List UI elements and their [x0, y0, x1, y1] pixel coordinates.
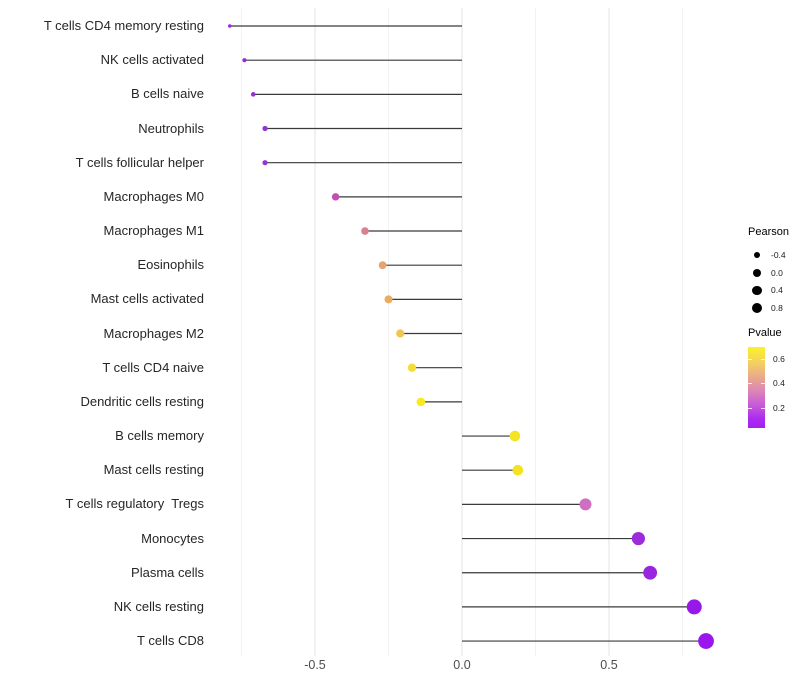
legend-pvalue-color: Pvalue 0.6 0.4 0.2 [748, 327, 785, 428]
y-axis-label: B cells naive [131, 86, 204, 102]
colorbar-tick-mark [748, 408, 752, 409]
colorbar-tick-mark [761, 383, 765, 384]
y-axis-label: Mast cells activated [90, 291, 204, 307]
y-axis-label: Dendritic cells resting [80, 393, 204, 409]
y-axis-label: NK cells resting [113, 598, 204, 614]
legend-pvalue-title: Pvalue [748, 327, 782, 339]
data-point-dot [242, 58, 247, 63]
legend-pearson-entry-label: -0.4 [771, 249, 786, 260]
pvalue-colorbar: 0.6 0.4 0.2 [748, 347, 785, 428]
legend-size-dot-icon [751, 302, 763, 314]
y-axis-label: T cells regulatory Tregs [65, 496, 204, 512]
pvalue-colorbar-wrap: 0.6 0.4 0.2 [748, 347, 785, 428]
data-point-dot [698, 633, 714, 649]
data-point-dot [512, 464, 524, 476]
x-axis-tick-label: -0.5 [304, 658, 326, 672]
y-axis-label: Neutrophils [138, 120, 204, 136]
data-point-dot [407, 363, 417, 372]
data-point-dot [262, 125, 268, 132]
legend-pearson-entry: 0.0 [748, 264, 789, 282]
legend-size-dot-icon [752, 285, 762, 295]
legend-pearson-entry: 0.4 [748, 281, 789, 299]
colorbar-tick-mark [761, 408, 765, 409]
y-axis-label: B cells memory [115, 428, 204, 444]
data-point-dot [686, 599, 702, 615]
y-axis-label: T cells follicular helper [75, 154, 204, 170]
data-point-dot [579, 498, 592, 511]
data-point-dot [416, 397, 426, 407]
data-point-dot [250, 92, 256, 97]
data-point-dot [378, 261, 387, 270]
y-axis-label: Macrophages M2 [103, 325, 204, 341]
data-point-dot [331, 193, 340, 201]
legend-pearson-size: Pearson -0.4 0.0 0.4 0.8 [748, 226, 789, 317]
legend-pearson-title: Pearson [748, 226, 789, 238]
y-axis-label: Mast cells resting [103, 462, 204, 478]
x-axis-tick-label: 0.5 [600, 658, 618, 672]
y-axis-label: T cells CD4 memory resting [43, 18, 204, 33]
legend-pearson-entry: -0.4 [748, 246, 789, 264]
colorbar-tick-label: 0.4 [773, 378, 785, 388]
y-axis-label: Plasma cells [131, 564, 204, 580]
legend-size-dot-icon [753, 251, 761, 259]
data-point-dot [384, 295, 393, 304]
legend-pearson-entries: -0.4 0.0 0.4 0.8 [748, 246, 789, 317]
data-point-dot [262, 160, 268, 166]
legend-pearson-entry-label: 0.8 [771, 302, 783, 313]
legend-size-dot-icon [753, 268, 761, 277]
data-point-dot [509, 430, 521, 442]
y-axis-label: Macrophages M0 [103, 188, 204, 204]
legend-pearson-entry-label: 0.4 [771, 285, 783, 296]
x-axis-tick-label: 0.0 [453, 658, 471, 672]
colorbar-tick-mark [748, 359, 752, 360]
legend-pearson-entry: 0.8 [748, 299, 789, 317]
data-point-dot [631, 531, 646, 546]
y-axis-label: Macrophages M1 [103, 223, 204, 239]
y-axis-label: T cells CD4 naive [102, 359, 204, 375]
colorbar-tick-mark [761, 359, 765, 360]
y-axis-label: Eosinophils [137, 257, 205, 273]
legend-pearson-entry-label: 0.0 [771, 267, 783, 278]
colorbar-tick-mark [748, 383, 752, 384]
data-point-dot [396, 329, 405, 338]
data-point-dot [228, 24, 232, 28]
colorbar-tick-label: 0.2 [773, 403, 785, 413]
data-point-dot [361, 227, 369, 235]
y-axis-label: NK cells activated [100, 52, 204, 68]
colorbar-tick-label: 0.6 [773, 354, 785, 364]
y-axis-label: T cells CD8 [137, 633, 204, 649]
data-point-dot [643, 565, 658, 580]
y-axis-label: Monocytes [141, 530, 204, 546]
